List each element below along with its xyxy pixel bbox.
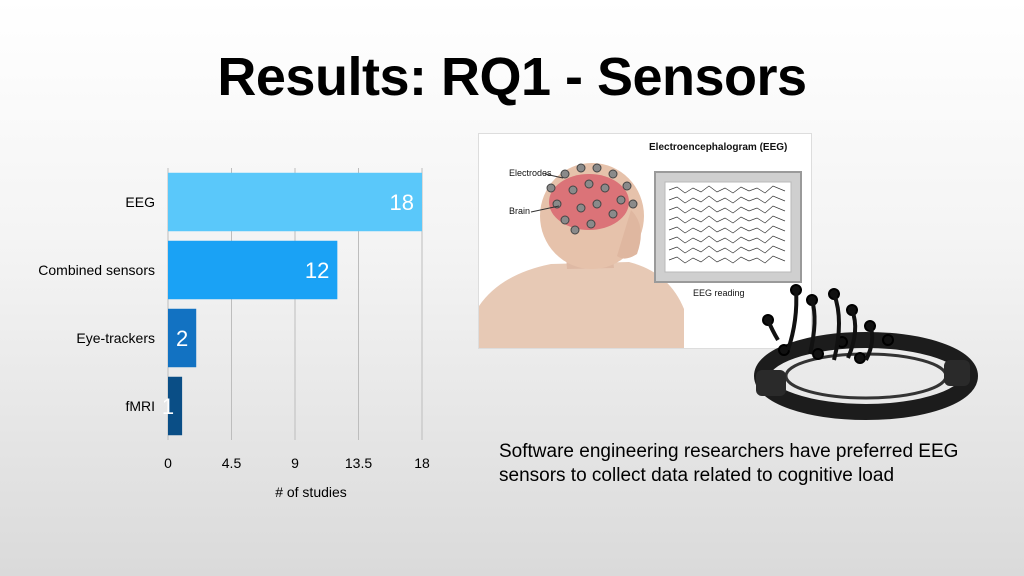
bar [168,376,183,436]
brain-pointer [530,205,560,213]
x-tick-label: 13.5 [345,455,372,471]
eeg-illustration: Electroencephalogram (EEG) Electrodes Br… [478,133,812,349]
headset-pod-right [944,360,970,386]
x-tick-label: 9 [291,455,299,471]
category-label: fMRI [125,398,155,414]
shoulders [479,262,684,348]
slide-caption: Software engineering researchers have pr… [499,441,959,486]
headset-inner [784,352,948,400]
eeg-reading-label: EEG reading [693,288,745,298]
bar [168,240,338,300]
bar [168,308,197,368]
chart-labels: 0 4.5 9 13.5 18 18 EEG 12 Combined sensors 2 Eye-t… [38,190,430,500]
category-label: Combined sensors [38,262,155,278]
x-tick-label: 18 [414,455,430,471]
headset-sensors [762,284,894,364]
x-tick-label: 0 [164,455,172,471]
category-label: EEG [125,194,155,210]
x-tick-label: 4.5 [222,455,242,471]
headset-arms [766,289,875,361]
category-label: Eye-trackers [76,330,155,346]
electrodes-pointer [544,173,564,179]
bar-value-label: 2 [176,326,188,351]
slide-title: Results: RQ1 - Sensors [217,47,807,107]
bar-value-label: 12 [305,258,329,283]
electrodes-label: Electrodes [509,168,552,178]
electrode-cap [546,163,638,235]
eeg-waveforms [668,185,786,264]
eeg-image-title: Electroencephalogram (EEG) [649,142,787,153]
bar-chart: 0 4.5 9 13.5 18 18 EEG 12 Combined sensors 2 Eye-t… [38,168,430,500]
headset-pod-left [756,370,786,396]
chart-bars [168,172,422,436]
eeg-headset-image [748,280,978,430]
face [617,210,641,259]
bar-value-label: 18 [390,190,414,215]
brain-label: Brain [509,206,530,216]
bar-value-label: 1 [162,394,174,419]
x-axis-title: # of studies [275,484,347,500]
headset-band [754,332,978,420]
bar [168,172,422,232]
